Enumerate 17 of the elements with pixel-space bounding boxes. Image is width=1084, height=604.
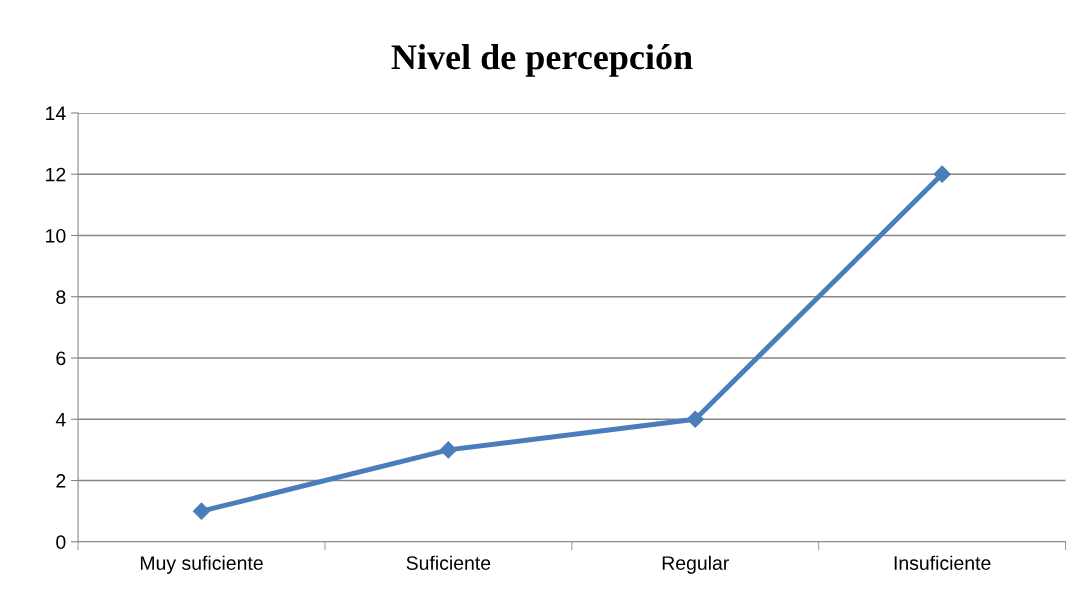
x-tick-label: Regular xyxy=(662,555,729,574)
x-tick-label: Suficiente xyxy=(406,555,491,570)
point xyxy=(686,410,704,428)
y-tick-label: 8 xyxy=(56,290,66,304)
point xyxy=(933,165,951,183)
chart-title: Nivel de percepción xyxy=(391,44,693,77)
y-tick-label: 12 xyxy=(46,167,66,182)
y-tick-label: 6 xyxy=(56,351,66,366)
x-tick-label: Insuficiente xyxy=(894,555,991,570)
y-tick-label: 10 xyxy=(46,228,66,243)
y-tick-label: 4 xyxy=(55,412,66,427)
y-tick-label: 14 xyxy=(46,106,66,120)
x-tick-label: Muy suficiente xyxy=(140,555,263,574)
y-tick-label: 2 xyxy=(56,473,66,488)
point xyxy=(192,502,211,520)
point xyxy=(439,441,457,459)
y-tick-label: 0 xyxy=(56,535,66,550)
